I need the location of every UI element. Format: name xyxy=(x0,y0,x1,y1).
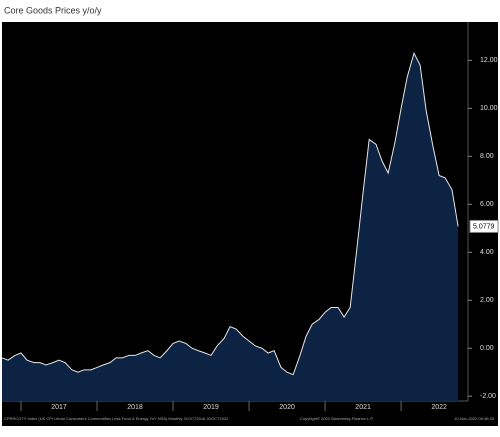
timestamp: 10-Nov-2022 08:46:33 xyxy=(454,416,495,421)
source-note: CPRRCOTY Index (US CPI Urban Consumers C… xyxy=(4,416,229,421)
y-tick-label: 2.00 xyxy=(480,297,494,304)
x-tick-label: 2017 xyxy=(51,404,67,411)
y-tick-label: 6.00 xyxy=(480,201,494,208)
y-tick-label: 0.00 xyxy=(480,345,494,352)
y-tick-label: 8.00 xyxy=(480,153,494,160)
y-tick-label: 10.00 xyxy=(480,105,498,112)
x-tick-label: 2019 xyxy=(203,404,219,411)
line xyxy=(1,51,459,376)
last-value-box xyxy=(469,219,499,233)
last-value-label: 5.0779 xyxy=(473,223,495,230)
x-tick-label: 2020 xyxy=(279,404,295,411)
y-tick-label: 12.00 xyxy=(480,57,498,64)
y-tick-label: 4.00 xyxy=(480,249,494,256)
chart-title: Core Goods Prices y/o/y xyxy=(4,5,102,15)
x-tick-label: 2022 xyxy=(431,404,447,411)
y-tick-label: -2.00 xyxy=(480,393,496,400)
x-tick-label: 2018 xyxy=(127,404,143,411)
area xyxy=(2,53,459,402)
copyright-note: Copyright© 2022 Bloomberg Finance L.P. xyxy=(300,416,374,421)
x-tick-label: 2021 xyxy=(355,404,371,411)
